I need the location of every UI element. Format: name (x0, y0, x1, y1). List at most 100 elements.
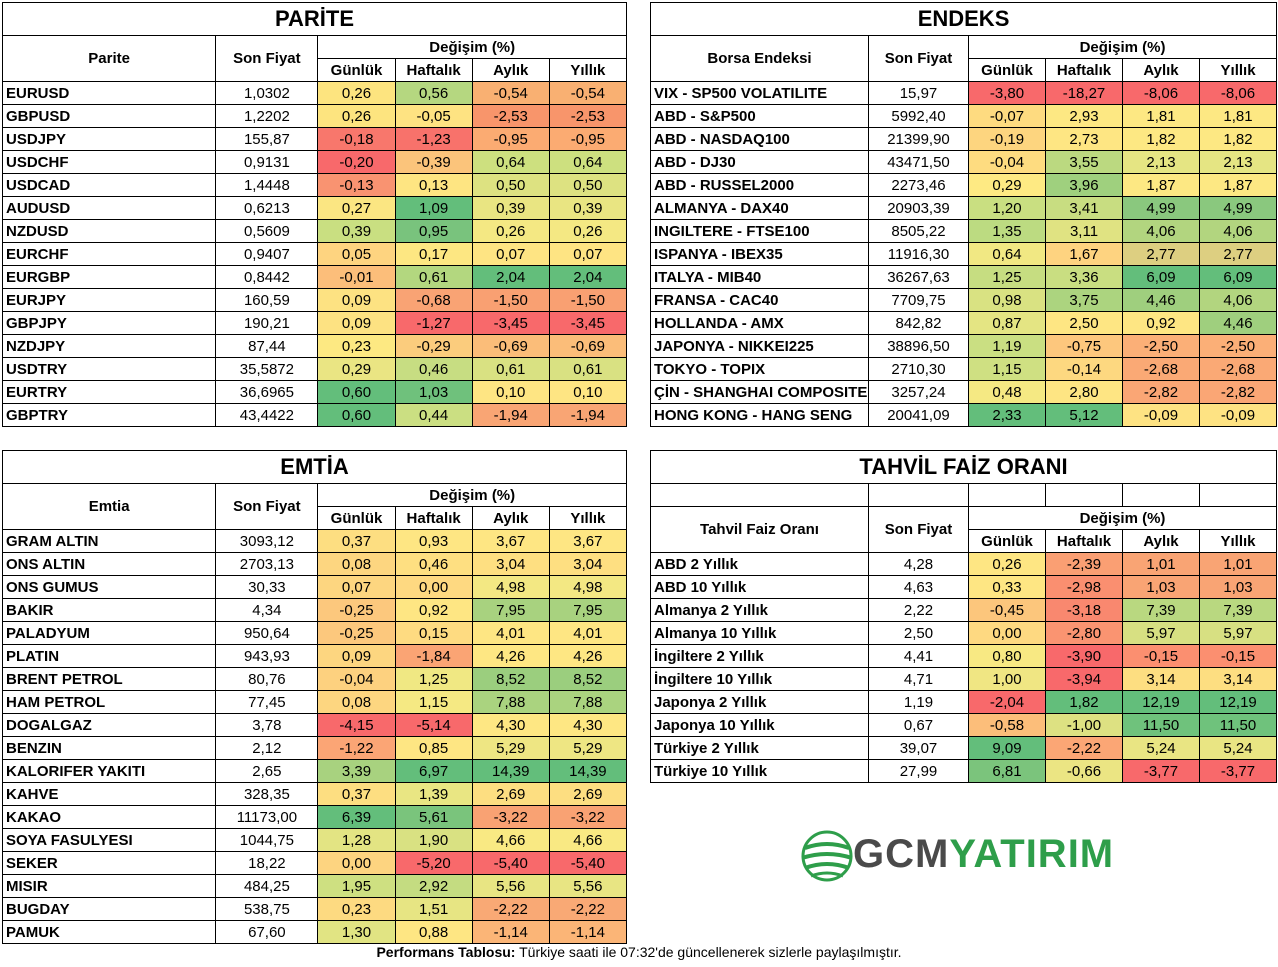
change-cell: -8,06 (1198, 81, 1278, 105)
row-price: 43,4422 (215, 403, 319, 427)
row-name: KAKAO (1, 805, 217, 829)
change-cell: 0,00 (394, 575, 473, 599)
row-price: 1,4448 (215, 173, 319, 197)
table-row: BAKIR 4,34 -0,25 0,92 7,95 7,95 (1, 598, 628, 622)
row-name: Japonya 2 Yıllık (650, 690, 869, 714)
emtia-table: EMTİA Emtia Son Fiyat Değişim (%) Günlük Haft… (1, 450, 628, 944)
change-cell: 0,85 (394, 736, 473, 760)
row-price: 160,59 (215, 288, 319, 312)
row-name: PAMUK (1, 920, 217, 944)
change-cell: 1,81 (1122, 104, 1200, 128)
change-cell: 0,98 (968, 288, 1046, 312)
row-price: 4,63 (868, 575, 969, 599)
row-name: Almanya 2 Yıllık (650, 598, 869, 622)
title-row: PARİTE (2, 2, 627, 36)
change-cell: 4,99 (1198, 196, 1278, 220)
change-cell: 0,46 (394, 357, 473, 381)
change-cell: -0,25 (317, 598, 396, 622)
change-cell: 0,56 (394, 81, 473, 105)
gcm-logo: GCMYATIRIM (797, 826, 1117, 888)
change-cell: -2,98 (1045, 575, 1123, 599)
table-row: ALMANYA - DAX40 20903,39 1,20 3,41 4,99 4,99 (650, 196, 1278, 220)
change-cell: 1,87 (1122, 173, 1200, 197)
row-price: 36267,63 (868, 265, 969, 289)
change-cell: 11,50 (1122, 713, 1200, 737)
table-row: ABD - RUSSEL2000 2273,46 0,29 3,96 1,87 1,87 (650, 173, 1278, 197)
change-cell: -3,45 (548, 311, 628, 335)
subheader-cell: Aylık (471, 506, 550, 530)
table-row: BUGDAY 538,75 0,23 1,51 -2,22 -2,22 (1, 897, 628, 921)
change-cell: 1,03 (1198, 575, 1278, 599)
change-cell: 4,66 (471, 828, 550, 852)
row-price: 35,5872 (215, 357, 319, 381)
change-cell: 5,56 (548, 874, 628, 898)
table-row: GBPUSD 1,2202 0,26 -0,05 -2,53 -2,53 (1, 104, 628, 128)
table-row: ISPANYA - IBEX35 11916,30 0,64 1,67 2,77 2,77 (650, 242, 1278, 266)
change-cell: -0,25 (317, 621, 396, 645)
table-row: AUDUSD 0,6213 0,27 1,09 0,39 0,39 (1, 196, 628, 220)
change-cell: 1,19 (968, 334, 1046, 358)
table-row: Japonya 10 Yıllık 0,67 -0,58 -1,00 11,50 11,5… (650, 713, 1278, 737)
row-name: BRENT PETROL (1, 667, 217, 691)
change-cell: 0,44 (394, 403, 473, 427)
row-price: 20041,09 (868, 403, 969, 427)
row-name: ABD - S&P500 (650, 104, 869, 128)
table-row: USDJPY 155,87 -0,18 -1,23 -0,95 -0,95 (1, 127, 628, 151)
empty-cell (1045, 483, 1123, 507)
table-row: USDTRY 35,5872 0,29 0,46 0,61 0,61 (1, 357, 628, 381)
change-cell: 0,08 (317, 690, 396, 714)
change-cell: 3,39 (317, 759, 396, 783)
row-name: EURUSD (1, 81, 217, 105)
row-name: HONG KONG - HANG SENG (650, 403, 869, 427)
change-cell: 0,46 (394, 552, 473, 576)
change-cell: -2,22 (1045, 736, 1123, 760)
change-cell: -2,50 (1198, 334, 1278, 358)
table-row: ABD - DJ30 43471,50 -0,04 3,55 2,13 2,13 (650, 150, 1278, 174)
change-cell: 6,09 (1122, 265, 1200, 289)
table-row: NZDUSD 0,5609 0,39 0,95 0,26 0,26 (1, 219, 628, 243)
change-cell: 4,26 (548, 644, 628, 668)
subheader-cell: Aylık (1122, 529, 1200, 553)
change-cell: 4,01 (548, 621, 628, 645)
change-cell: 1,39 (394, 782, 473, 806)
table-row: İngiltere 2 Yıllık 4,41 0,80 -3,90 -0,15 -0,1… (650, 644, 1278, 668)
change-cell: -2,80 (1045, 621, 1123, 645)
logo-yatirim: YATIRIM (949, 832, 1115, 876)
change-cell: 1,03 (394, 380, 473, 404)
row-price: 4,34 (215, 598, 319, 622)
row-price: 190,21 (215, 311, 319, 335)
change-cell: 6,81 (968, 759, 1046, 783)
header-row: Parite Son Fiyat Değişim (%) (1, 35, 627, 82)
change-cell: -1,14 (471, 920, 550, 944)
change-cell: 0,50 (548, 173, 628, 197)
row-name: FRANSA - CAC40 (650, 288, 869, 312)
row-price: 7709,75 (868, 288, 969, 312)
subheader-cell: Yıllık (548, 506, 628, 530)
row-price: 80,76 (215, 667, 319, 691)
change-cell: 0,07 (471, 242, 550, 266)
subheader-cell: Haftalık (1045, 58, 1123, 82)
row-price: 155,87 (215, 127, 319, 151)
row-name: SOYA FASULYESI (1, 828, 217, 852)
change-cell: 0,60 (317, 380, 396, 404)
change-cell: 6,39 (317, 805, 396, 829)
change-cell: 4,46 (1122, 288, 1200, 312)
change-cell: 0,08 (317, 552, 396, 576)
row-price: 87,44 (215, 334, 319, 358)
change-cell: 2,13 (1198, 150, 1278, 174)
change-cell: 0,23 (317, 897, 396, 921)
row-name: VIX - SP500 VOLATILITE (650, 81, 869, 105)
change-cell: 0,33 (968, 575, 1046, 599)
row-name: EURGBP (1, 265, 217, 289)
change-cell: 1,67 (1045, 242, 1123, 266)
row-name: ABD - RUSSEL2000 (650, 173, 869, 197)
section-title: PARİTE (2, 2, 627, 36)
row-price: 38896,50 (868, 334, 969, 358)
table-row: Türkiye 10 Yıllık 27,99 6,81 -0,66 -3,77 -3,7… (650, 759, 1278, 783)
row-name: ABD - NASDAQ100 (650, 127, 869, 151)
table-row: GBPTRY 43,4422 0,60 0,44 -1,94 -1,94 (1, 403, 628, 427)
table-row: Almanya 10 Yıllık 2,50 0,00 -2,80 5,97 5,97 (650, 621, 1278, 645)
change-cell: -2,68 (1198, 357, 1278, 381)
change-cell: -1,50 (548, 288, 628, 312)
change-cell: -18,27 (1045, 81, 1123, 105)
